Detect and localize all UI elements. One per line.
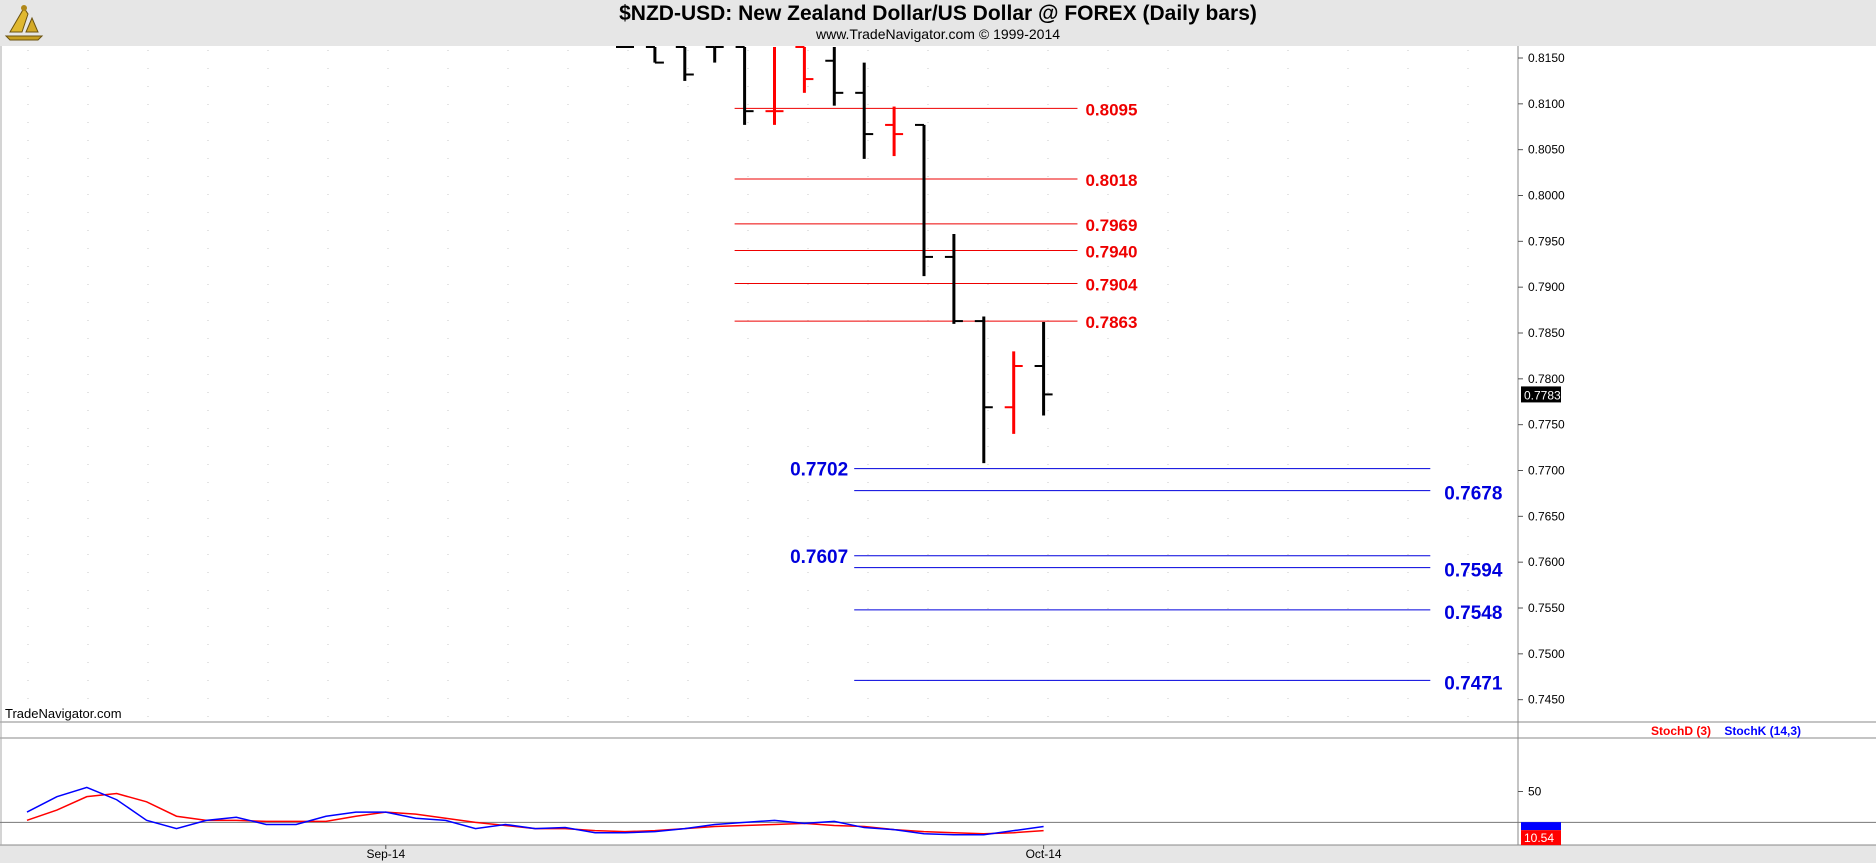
level-label: 0.7969 bbox=[1085, 216, 1137, 235]
level-label: 0.7940 bbox=[1085, 243, 1137, 262]
watermark-text: TradeNavigator.com bbox=[5, 706, 122, 721]
stoch-series-line bbox=[26, 786, 1044, 836]
level-label: 0.7702 bbox=[790, 460, 848, 481]
stoch-k-value-tag bbox=[1521, 822, 1561, 831]
level-label: 0.7471 bbox=[1444, 673, 1503, 694]
price-tick-label: 0.7450 bbox=[1528, 693, 1565, 707]
level-label: 0.7863 bbox=[1085, 313, 1137, 332]
level-label: 0.8095 bbox=[1085, 100, 1137, 119]
price-tick-label: 0.7550 bbox=[1528, 601, 1565, 615]
price-tick-label: 0.7600 bbox=[1528, 555, 1565, 569]
date-tick-label: Oct-14 bbox=[1026, 847, 1062, 861]
level-label: 0.7678 bbox=[1444, 484, 1502, 505]
price-tick-label: 0.7700 bbox=[1528, 464, 1565, 478]
price-tick-label: 0.7750 bbox=[1528, 418, 1565, 432]
price-tick-label: 0.8000 bbox=[1528, 189, 1565, 203]
header-band bbox=[0, 0, 1876, 46]
level-label: 0.7548 bbox=[1444, 603, 1502, 624]
tradenavigator-logo-icon bbox=[4, 5, 44, 41]
price-tick-label: 0.7500 bbox=[1528, 647, 1565, 661]
chart-subtitle: www.TradeNavigator.com © 1999-2014 bbox=[815, 26, 1061, 42]
date-tick-label: Sep-14 bbox=[366, 847, 405, 861]
level-label: 0.7904 bbox=[1085, 276, 1138, 295]
level-label: 0.7607 bbox=[790, 547, 848, 568]
price-tick-label: 0.8150 bbox=[1528, 51, 1565, 65]
stoch-d-value-tag bbox=[1521, 830, 1561, 846]
last-price-label: 0.7783 bbox=[1524, 388, 1561, 402]
price-tick-label: 0.7950 bbox=[1528, 234, 1565, 248]
price-panel bbox=[0, 46, 1518, 722]
price-tick-label: 0.7900 bbox=[1528, 280, 1565, 294]
chart-title: $NZD-USD: New Zealand Dollar/US Dollar @… bbox=[619, 2, 1257, 25]
legend-stoch-k: StochK (14,3) bbox=[1724, 724, 1801, 738]
legend-stoch-d: StochD (3) bbox=[1651, 724, 1711, 738]
price-tick-label: 0.8100 bbox=[1528, 97, 1565, 111]
price-tick-label: 0.7800 bbox=[1528, 372, 1565, 386]
price-tick-label: 0.8050 bbox=[1528, 143, 1565, 157]
stoch-last-value-label: 10.54 bbox=[1524, 831, 1554, 845]
price-tick-label: 0.7650 bbox=[1528, 509, 1565, 523]
level-label: 0.8018 bbox=[1085, 171, 1137, 190]
legend-strip bbox=[0, 722, 1518, 738]
level-label: 0.7594 bbox=[1444, 561, 1503, 582]
date-axis-band bbox=[0, 845, 1876, 863]
last-price-tag bbox=[1521, 386, 1561, 403]
stoch-tick-label: 50 bbox=[1528, 785, 1542, 799]
price-tick-label: 0.7850 bbox=[1528, 326, 1565, 340]
stochastic-panel bbox=[0, 739, 1518, 843]
